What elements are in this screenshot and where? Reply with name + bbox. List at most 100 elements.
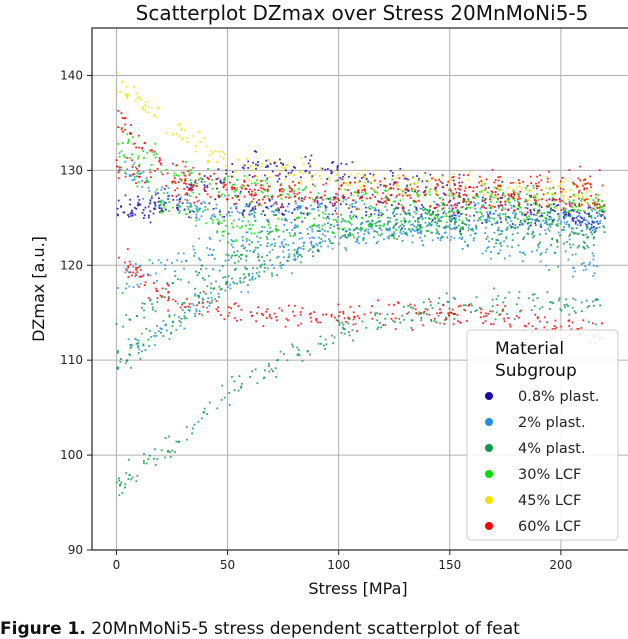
data-point [346,236,349,239]
data-point [238,255,241,258]
data-point [233,183,236,186]
data-point [162,210,164,213]
data-point [134,337,137,340]
data-point [575,216,578,219]
data-point [321,224,324,227]
data-point [553,200,556,203]
data-point [327,198,330,200]
data-point [460,233,463,236]
data-point [564,306,566,309]
data-point [510,195,513,198]
data-point [271,170,274,173]
data-point [266,190,269,193]
data-point [415,200,417,203]
data-point [370,187,373,190]
data-point [227,241,229,244]
data-point [484,232,487,234]
data-point [549,180,552,183]
data-point [297,204,300,207]
data-point [263,188,266,191]
data-point [386,236,389,239]
data-point [141,179,144,182]
data-point [393,208,395,210]
data-point [231,211,233,214]
data-point [453,237,456,240]
data-point [143,316,146,319]
data-point [437,203,440,206]
data-point [424,216,427,219]
data-point [250,227,253,230]
data-point [472,229,475,232]
data-point [459,188,462,191]
data-point [245,267,247,270]
data-point [185,426,188,429]
data-point [402,190,404,193]
data-point [344,247,347,249]
data-point [147,216,150,219]
data-point [572,208,575,211]
data-point [244,224,247,227]
data-point [362,236,365,239]
data-point [319,241,322,244]
data-point [562,209,565,211]
data-point [242,212,244,214]
data-point [433,317,436,320]
data-point [570,230,573,233]
data-point [117,171,120,174]
data-point [462,174,465,176]
data-point [536,218,539,221]
data-point [451,176,454,179]
data-point [171,133,174,136]
data-point [197,420,200,423]
data-point [283,256,285,259]
data-point [513,205,516,208]
data-point [265,317,268,319]
data-point [245,255,248,258]
data-point [325,217,328,220]
data-point [202,200,205,203]
data-point [312,224,315,227]
data-point [124,483,127,486]
data-point [284,325,287,328]
data-point [172,298,175,301]
data-point [271,248,274,251]
data-point [153,457,155,460]
data-point [396,238,399,240]
data-point [233,303,236,306]
data-point [160,188,163,191]
data-point [324,168,327,171]
data-point [124,194,127,197]
data-point [298,237,301,240]
data-point [312,198,314,201]
data-point [303,198,306,200]
data-point [499,217,502,219]
data-point [156,325,159,327]
data-point [438,233,440,235]
data-point [122,154,125,157]
data-point [519,197,521,200]
data-point [563,213,566,216]
data-point [260,180,262,182]
data-point [350,194,353,197]
data-point [132,286,135,289]
data-point [400,188,403,191]
data-point [517,203,520,206]
data-point [424,235,426,237]
data-point [184,306,187,308]
data-point [130,478,133,481]
data-point [218,285,221,288]
data-point [438,197,441,200]
data-point [438,178,440,181]
data-point [562,215,565,218]
data-point [131,476,134,479]
data-point [276,256,278,259]
data-point [455,191,458,194]
data-point [534,224,537,227]
data-point [280,218,283,221]
data-point [137,344,140,347]
data-point [168,315,171,318]
data-point [489,194,492,197]
data-point [444,316,447,319]
data-point [571,321,574,324]
data-point [500,221,503,224]
